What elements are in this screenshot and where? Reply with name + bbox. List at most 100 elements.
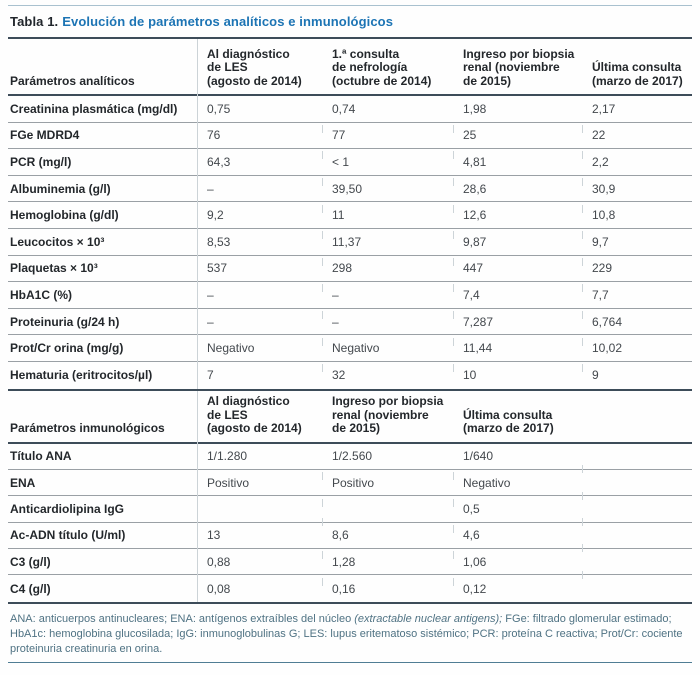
row-label: HbA1C (%) xyxy=(10,287,72,302)
cell: 2,2 xyxy=(582,155,692,186)
row-label: Albuminemia (g/l) xyxy=(10,181,111,196)
cell: 7,7 xyxy=(582,288,692,319)
cell: 1/2.560 xyxy=(322,449,453,481)
cell: 11 xyxy=(322,208,453,240)
column-header: Al diagnóstico de LES (agosto de 2014) xyxy=(207,394,302,436)
column-header: Última consulta (marzo de 2017) xyxy=(463,407,554,436)
cell: 10,8 xyxy=(582,208,692,240)
cell: 25 xyxy=(453,128,582,160)
cell: 8,53 xyxy=(207,234,231,249)
row-label: Título ANA xyxy=(10,449,72,464)
cell: 7 xyxy=(207,368,214,383)
cell: 7,4 xyxy=(453,288,582,319)
column-header-empty xyxy=(582,436,692,442)
cell: – xyxy=(322,288,453,319)
table-row: ENA Positivo Positivo Negativo xyxy=(8,470,692,507)
cell: Negativo xyxy=(322,341,453,373)
cell: 4,81 xyxy=(453,155,582,186)
cell: 0,74 xyxy=(322,102,453,133)
row-label: Anticardiolipina IgG xyxy=(10,502,125,516)
cell: 77 xyxy=(322,128,453,160)
cell: – xyxy=(207,287,214,302)
cell: 10,02 xyxy=(582,341,692,373)
cell: Negativo xyxy=(207,341,255,356)
top-rule xyxy=(8,5,692,6)
cell: 30,9 xyxy=(582,182,692,213)
table-row: Prot/Cr orina (mg/g) Negativo Negativo 1… xyxy=(8,335,692,373)
analytical-header-row: Parámetros analíticos Al diagnóstico de … xyxy=(8,39,692,96)
section-analytical: Parámetros analíticos Al diagnóstico de … xyxy=(8,39,692,391)
cell: – xyxy=(207,181,214,196)
table-row: C4 (g/l) 0,08 0,16 0,12 xyxy=(8,575,692,601)
cell: 298 xyxy=(322,261,453,293)
table-row: PCR (mg/l) 64,3 < 1 4,81 2,2 xyxy=(8,149,692,186)
footnote-text-2: FGe: filtrado glomerular estimado; HbA1c… xyxy=(10,612,683,655)
cell: 1,28 xyxy=(322,555,453,586)
table-row: Plaquetas × 10³ 537 298 447 229 xyxy=(8,256,692,293)
cell: 4,6 xyxy=(453,528,582,560)
row-label: Ac-ADN título (U/ml) xyxy=(10,528,126,543)
column-header: Ingreso por biopsia renal (noviembre de … xyxy=(463,46,575,88)
row-label: FGe MDRD4 xyxy=(10,128,80,143)
row-label: Proteinuria (g/24 h) xyxy=(10,314,120,329)
column-header: Última consulta (marzo de 2017) xyxy=(592,60,683,88)
table-row: FGe MDRD4 76 77 25 22 xyxy=(8,123,692,160)
table-row: Leucocitos × 10³ 8,53 11,37 9,87 9,7 xyxy=(8,229,692,266)
cell: 229 xyxy=(582,261,692,293)
cell: 0,75 xyxy=(207,101,231,116)
table-row: Hemoglobina (g/dl) 9,2 11 12,6 10,8 xyxy=(8,202,692,240)
table-row: Título ANA 1/1.280 1/2.560 1/640 xyxy=(8,444,692,481)
cell: 0,16 xyxy=(332,581,356,596)
row-label: Leucocitos × 10³ xyxy=(10,234,105,249)
cell: Negativo xyxy=(453,476,582,507)
table-row: C3 (g/l) 0,88 1,28 1,06 xyxy=(8,549,692,586)
cell: 12,6 xyxy=(453,208,582,240)
cell: 10 xyxy=(463,368,477,383)
cell: 1,06 xyxy=(453,555,582,586)
cell: 1,98 xyxy=(453,102,582,133)
table-title-text: Evolución de parámetros analíticos e inm… xyxy=(62,14,394,29)
table-row: Ac-ADN título (U/ml) 13 8,6 4,6 xyxy=(8,523,692,560)
table-row: Creatinina plasmática (mg/dl) 0,75 0,74 … xyxy=(8,96,692,133)
cell: – xyxy=(207,314,214,329)
row-label: Creatinina plasmática (mg/dl) xyxy=(10,101,178,116)
bottom-rule xyxy=(8,661,692,663)
table-row: Hematuria (eritrocitos/µl) 7 32 10 9 xyxy=(8,362,692,389)
row-label: Hemoglobina (g/dl) xyxy=(10,208,119,223)
cell: 2,17 xyxy=(582,102,692,133)
table-row: Albuminemia (g/l) – 39,50 28,6 30,9 xyxy=(8,176,692,213)
cell: 0,12 xyxy=(463,581,487,596)
row-label: C4 (g/l) xyxy=(10,581,51,596)
row-label: PCR (mg/l) xyxy=(10,154,72,169)
title-rule xyxy=(8,37,692,39)
cell: 22 xyxy=(582,128,692,160)
footnote-italic: (extractable nuclear antigens); xyxy=(354,612,503,625)
cell: 76 xyxy=(207,128,221,143)
table-row: HbA1C (%) – – 7,4 7,7 xyxy=(8,282,692,319)
row-label: Plaquetas × 10³ xyxy=(10,261,98,276)
cell: 0,88 xyxy=(207,554,231,569)
cell: 7,287 xyxy=(453,315,582,346)
cell: 28,6 xyxy=(453,182,582,213)
section-label-immunological: Parámetros inmunológicos xyxy=(10,421,165,436)
row-label: Hematuria (eritrocitos/µl) xyxy=(10,368,153,383)
cell: 9,2 xyxy=(207,208,224,223)
cell: 11,44 xyxy=(453,341,582,373)
cell: Positivo xyxy=(207,475,250,490)
row-label: ENA xyxy=(10,475,36,490)
cell: 6,764 xyxy=(582,315,692,346)
table-row: Proteinuria (g/24 h) – – 7,287 6,764 xyxy=(8,309,692,346)
cell: 11,37 xyxy=(322,235,453,266)
cell: 32 xyxy=(332,368,346,383)
cell: – xyxy=(322,315,453,346)
cell: 9,87 xyxy=(453,235,582,266)
cell: 8,6 xyxy=(322,528,453,560)
row-label: Prot/Cr orina (mg/g) xyxy=(10,341,124,356)
footnote-text-1: ANA: anticuerpos antinucleares; ENA: ant… xyxy=(10,612,355,625)
cell: 9,7 xyxy=(582,235,692,266)
section-immunological: Parámetros inmunológicos Al diagnóstico … xyxy=(8,390,692,604)
cell: 1/1.280 xyxy=(207,449,248,464)
column-header: Al diagnóstico de LES (agosto de 2014) xyxy=(207,46,302,88)
section-label-analytical: Parámetros analíticos xyxy=(10,73,135,88)
